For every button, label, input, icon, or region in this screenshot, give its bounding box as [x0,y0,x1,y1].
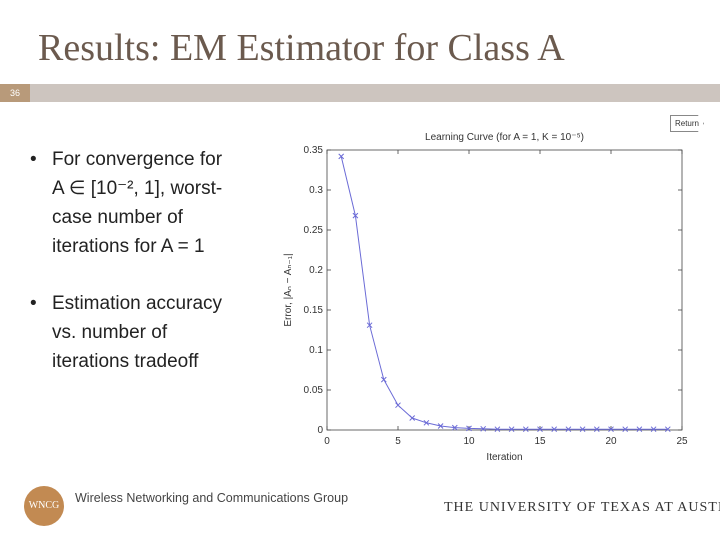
data-point [508,426,515,433]
slide-title: Results: EM Estimator for Class A [38,27,565,69]
data-point [622,426,629,433]
bullet-line: case number of [52,207,183,228]
learning-curve-chart: Learning Curve (for A = 1, K = 10⁻⁵) Ite… [283,132,688,463]
y-axis-label: Error, |Aₙ − Aₙ₋₁| [283,253,294,326]
data-point [366,322,373,329]
data-point [338,153,345,160]
bullet-line: iterations for A = 1 [52,236,205,257]
bullet-convergence: • For convergence for A ∈ [10⁻², 1], wor… [30,145,260,261]
data-point [551,426,558,433]
bullet-accuracy: • Estimation accuracy vs. number of iter… [30,289,260,376]
data-point [423,419,430,426]
data-point [451,424,458,431]
data-point [636,426,643,433]
x-tick-label: 15 [534,436,546,447]
bullet-marker: • [30,149,37,170]
chart-title: Learning Curve (for A = 1, K = 10⁻⁵) [425,132,584,143]
y-tick-label: 0.3 [309,185,323,196]
x-tick-label: 20 [605,436,617,447]
data-point [565,426,572,433]
data-point [593,426,600,433]
data-point [579,426,586,433]
series-line [340,156,668,430]
bullet-line: Estimation accuracy [52,293,223,314]
data-point [494,426,501,433]
y-tick-label: 0.2 [309,265,323,276]
university-name: THE UNIVERSITY OF TEXAS AT AUSTIN [444,500,720,515]
plot-area: 0 0.05 0.1 0.15 0.2 0.25 0.3 0.35 0 5 10 15 20 25 [304,145,688,447]
data-point [395,402,401,409]
x-axis-label: Iteration [486,452,522,463]
return-button[interactable]: Return [670,115,704,132]
plot-frame [326,149,683,431]
data-point [522,426,529,433]
bullet-line: A ∈ [10⁻², 1], worst- [52,178,223,199]
bullet-line: vs. number of [52,322,168,343]
y-tick-label: 0.35 [304,145,324,156]
bullet-list: • For convergence for A ∈ [10⁻², 1], wor… [30,145,260,404]
header-band [0,84,720,102]
bullet-marker: • [30,293,37,314]
slide-number: 36 [0,84,30,102]
data-point [480,425,487,432]
x-tick-label: 25 [676,436,688,447]
data-point [608,426,614,433]
y-tick-label: 0.05 [304,385,324,396]
data-point [537,426,543,433]
data-point [650,426,657,433]
group-name: Wireless Networking and Communications G… [75,491,349,505]
data-point [409,415,416,421]
x-tick-label: 0 [324,436,330,447]
data-point [664,426,671,433]
wncg-logo: WNCG [24,486,64,526]
y-tick-label: 0.1 [309,345,323,356]
x-tick-label: 5 [395,436,401,447]
data-point [352,212,359,219]
data-point [466,425,472,432]
y-tick-label: 0.15 [304,305,324,316]
y-tick-label: 0 [317,425,323,436]
y-tick-label: 0.25 [304,225,324,236]
x-tick-label: 10 [463,436,475,447]
data-point [437,423,444,429]
bullet-line: For convergence for [52,149,223,170]
data-point [380,376,387,383]
bullet-line: iterations tradeoff [52,351,199,372]
